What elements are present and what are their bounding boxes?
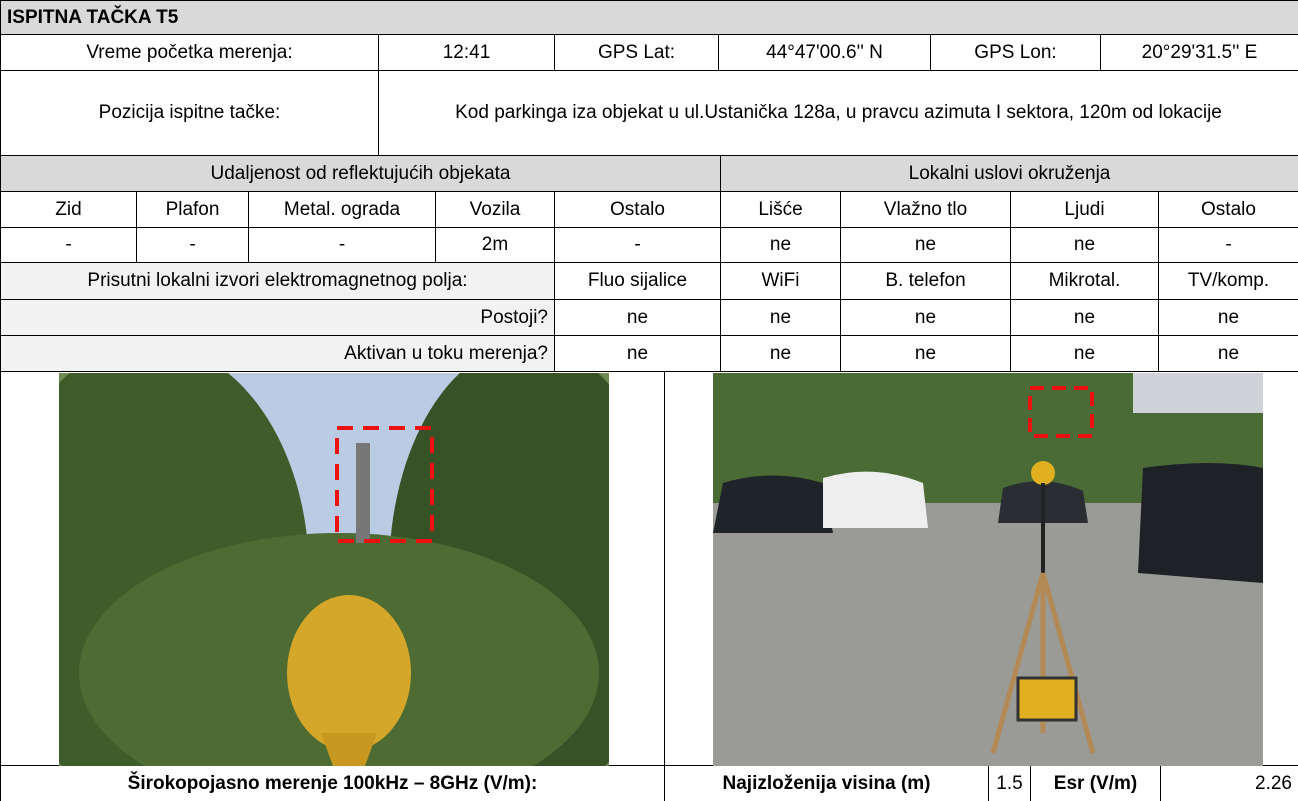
photo-left: [59, 373, 609, 766]
cell: ne: [841, 336, 1011, 372]
result-value: 1.5: [989, 766, 1031, 801]
cell: 20°29'31.5'' E: [1101, 35, 1298, 71]
cell: TV/komp.: [1159, 263, 1298, 300]
cell: Vreme početka merenja:: [1, 35, 379, 71]
result-value: 2.26: [1161, 766, 1298, 801]
section-heading: Lokalni uslovi okruženja: [721, 156, 1298, 192]
cell: ne: [1159, 336, 1298, 372]
cell: Lišće: [721, 192, 841, 228]
cell: -: [1, 228, 137, 263]
cell: ne: [1011, 300, 1159, 336]
cell: Ostalo: [555, 192, 721, 228]
photo-right: [713, 373, 1263, 766]
cell: GPS Lat:: [555, 35, 719, 71]
cell: -: [249, 228, 436, 263]
cell: 12:41: [379, 35, 555, 71]
section-heading: Udaljenost od reflektujućih objekata: [1, 156, 721, 192]
result-label: Najizloženija visina (m): [665, 766, 989, 801]
cell: Ljudi: [1011, 192, 1159, 228]
cell: ne: [1159, 300, 1298, 336]
cell: Plafon: [137, 192, 249, 228]
cell: Mikrotal.: [1011, 263, 1159, 300]
cell: Vlažno tlo: [841, 192, 1011, 228]
title: ISPITNA TAČKA T5: [1, 1, 1298, 35]
cell: ne: [1011, 228, 1159, 263]
cell: B. telefon: [841, 263, 1011, 300]
result-label: Širokopojasno merenje 100kHz – 8GHz (V/m…: [1, 766, 665, 801]
cell: -: [1159, 228, 1298, 263]
cell: Ostalo: [1159, 192, 1298, 228]
cell: ne: [555, 300, 721, 336]
result-label: Esr (V/m): [1031, 766, 1161, 801]
cell: WiFi: [721, 263, 841, 300]
cell: ne: [721, 336, 841, 372]
row-label: Aktivan u toku merenja?: [1, 336, 555, 372]
cell: Vozila: [436, 192, 555, 228]
cell: -: [555, 228, 721, 263]
cell: Metal. ograda: [249, 192, 436, 228]
cell: -: [137, 228, 249, 263]
cell: Zid: [1, 192, 137, 228]
position-text: Kod parkinga iza objekat u ul.Ustanička …: [379, 71, 1298, 156]
cell: GPS Lon:: [931, 35, 1101, 71]
cell: ne: [1011, 336, 1159, 372]
cell: ne: [721, 300, 841, 336]
row-label: Postoji?: [1, 300, 555, 336]
cell: ne: [841, 300, 1011, 336]
cell: ne: [841, 228, 1011, 263]
cell: 2m: [436, 228, 555, 263]
cell: 44°47'00.6'' N: [719, 35, 931, 71]
cell: Fluo sijalice: [555, 263, 721, 300]
label: Pozicija ispitne tačke:: [1, 71, 379, 156]
section-heading: Prisutni lokalni izvori elektromagnetnog…: [1, 263, 555, 300]
cell: ne: [555, 336, 721, 372]
cell: ne: [721, 228, 841, 263]
